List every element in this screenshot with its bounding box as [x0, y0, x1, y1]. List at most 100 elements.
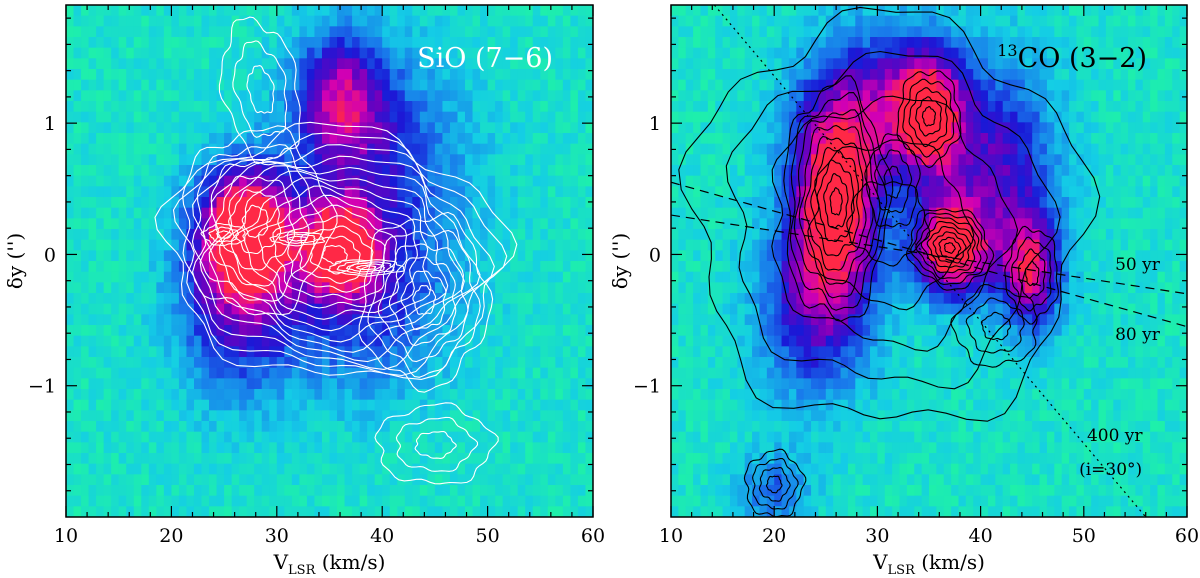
heatmap-cell — [118, 186, 127, 198]
heatmap-cell — [862, 58, 871, 70]
heatmap-cell — [840, 431, 849, 443]
heatmap-cell — [457, 335, 466, 347]
heatmap-cell — [840, 474, 849, 486]
heatmap-cell — [178, 37, 188, 49]
heatmap-cell — [555, 282, 564, 294]
heatmap-cell — [261, 250, 270, 262]
heatmap-cell — [81, 47, 90, 59]
heatmap-cell — [374, 186, 383, 198]
heatmap-cell — [722, 431, 731, 443]
heatmap-cell — [547, 314, 556, 326]
heatmap-cell — [427, 357, 436, 369]
heatmap-cell — [96, 47, 105, 59]
heatmap-cell — [803, 165, 812, 177]
heatmap-cell — [585, 335, 593, 347]
heatmap-cell — [352, 250, 361, 262]
heatmap-cell — [862, 90, 871, 102]
heatmap-cell — [774, 506, 783, 517]
heatmap-cell — [412, 325, 421, 337]
heatmap-cell — [239, 111, 248, 123]
heatmap-cell — [722, 69, 731, 81]
heatmap-cell — [833, 186, 842, 198]
heatmap-cell — [525, 26, 534, 38]
heatmap-cell — [103, 207, 112, 219]
heatmap-cell — [224, 282, 233, 294]
heatmap-cell — [737, 453, 746, 465]
heatmap-cell — [442, 186, 451, 198]
heatmap-cell — [678, 399, 687, 411]
heatmap-cell — [419, 463, 428, 475]
heatmap-cell — [788, 197, 797, 209]
heatmap-cell — [555, 175, 564, 187]
heatmap-cell — [737, 207, 746, 219]
heatmap-cell — [156, 271, 165, 283]
heatmap-cell — [818, 47, 827, 59]
heatmap-cell — [224, 325, 233, 337]
heatmap-cell — [216, 175, 225, 187]
heatmap-cell — [480, 69, 489, 81]
heatmap-cell — [254, 69, 263, 81]
heatmap-cell — [156, 239, 165, 251]
heatmap-cell — [321, 250, 331, 262]
heatmap-cell — [744, 367, 753, 379]
heatmap-cell — [186, 485, 195, 497]
heatmap-cell — [818, 389, 827, 401]
heatmap-cell — [291, 303, 300, 315]
heatmap-cell — [766, 101, 775, 113]
heatmap-cell — [261, 367, 270, 379]
heatmap-cell — [510, 197, 519, 209]
x-tick-label: 30 — [265, 525, 289, 547]
heatmap-cell — [555, 197, 564, 209]
heatmap-cell — [133, 90, 142, 102]
heatmap-cell — [81, 346, 90, 358]
heatmap-cell — [314, 463, 323, 475]
heatmap-cell — [510, 474, 519, 486]
heatmap-cell — [825, 346, 834, 358]
heatmap-cell — [374, 165, 383, 177]
heatmap-cell — [269, 5, 278, 17]
heatmap-cell — [73, 303, 82, 315]
heatmap-cell — [186, 58, 195, 70]
heatmap-cell — [715, 26, 724, 38]
heatmap-cell — [66, 293, 75, 305]
heatmap-cell — [397, 122, 406, 134]
heatmap-cell — [752, 15, 761, 27]
heatmap-cell — [261, 69, 270, 81]
heatmap-cell — [141, 143, 150, 155]
heatmap-cell — [201, 15, 210, 27]
heatmap-cell — [269, 442, 278, 454]
heatmap-cell — [352, 271, 361, 283]
heatmap-cell — [314, 69, 323, 81]
heatmap-cell — [81, 122, 90, 134]
heatmap-cell — [877, 58, 886, 70]
heatmap-cell — [231, 47, 240, 59]
heatmap-cell — [269, 453, 278, 465]
heatmap-cell — [472, 410, 481, 422]
heatmap-cell — [847, 463, 856, 475]
heatmap-cell — [517, 303, 526, 315]
heatmap-cell — [693, 421, 702, 433]
heatmap-cell — [148, 335, 157, 347]
heatmap-cell — [284, 79, 293, 91]
heatmap-cell — [434, 271, 444, 283]
heatmap-cell — [781, 79, 790, 91]
heatmap-cell — [870, 346, 878, 358]
heatmap-cell — [148, 325, 157, 337]
heatmap-cell — [156, 186, 165, 198]
heatmap-cell — [781, 229, 790, 241]
heatmap-cell — [752, 357, 761, 369]
heatmap-cell — [261, 335, 270, 347]
heatmap-cell — [209, 26, 218, 38]
heatmap-cell — [337, 101, 346, 113]
heatmap-cell — [825, 293, 834, 305]
heatmap-cell — [781, 218, 790, 230]
heatmap-cell — [156, 250, 165, 262]
heatmap-cell — [870, 410, 878, 422]
heatmap-cell — [449, 5, 459, 17]
heatmap-cell — [171, 5, 180, 17]
heatmap-cell — [729, 122, 738, 134]
heatmap-cell — [66, 111, 75, 123]
heatmap-cell — [382, 485, 391, 497]
heatmap-cell — [404, 37, 413, 49]
heatmap-cell — [337, 367, 346, 379]
